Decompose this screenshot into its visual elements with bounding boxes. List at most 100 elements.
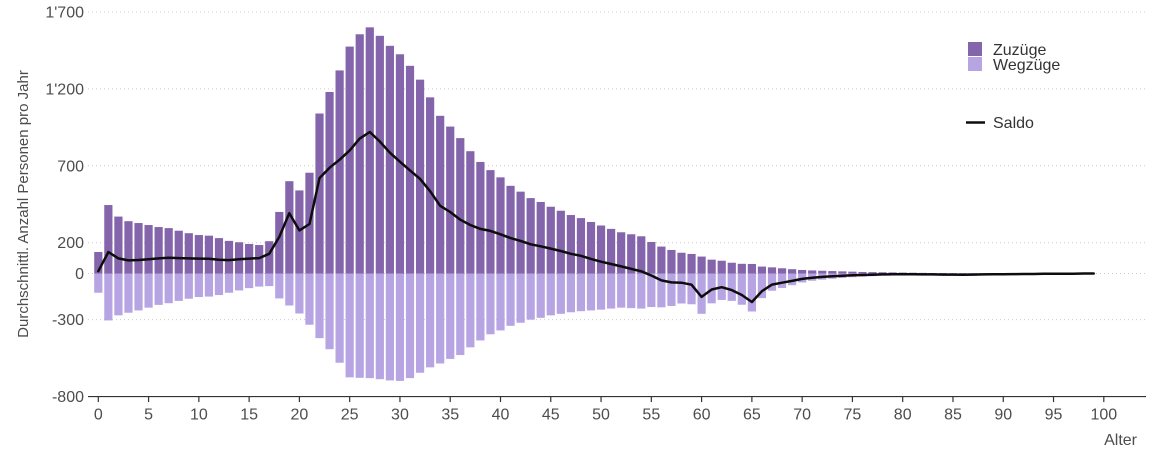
wegzuege-bar	[627, 273, 636, 309]
zuzuege-bar	[607, 228, 616, 274]
zuzuege-bar	[808, 270, 817, 274]
wegzuege-bar	[295, 273, 304, 314]
wegzuege-bar	[546, 273, 555, 316]
y-axis-title: Durchschnittl. Anzahl Personen pro Jahr	[15, 70, 32, 338]
legend-item-zuzuege: Zuzüge	[968, 42, 1046, 59]
zuzuege-bar	[858, 271, 867, 274]
zuzuege-bar	[627, 234, 636, 274]
wegzuege-bar	[496, 273, 505, 331]
wegzuege-bar	[265, 273, 274, 287]
zuzuege-bar	[637, 236, 646, 274]
wegzuege-bar	[446, 273, 455, 359]
legend-label-wegzuege: Wegzüge	[993, 57, 1060, 74]
legend-item-wegzuege: Wegzüge	[968, 57, 1060, 74]
zuzuege-bar	[154, 227, 163, 274]
wegzuege-bar	[486, 273, 495, 335]
x-tick-label: 55	[642, 407, 660, 424]
zuzuege-bar	[747, 263, 756, 274]
zuzuege-bar	[868, 272, 877, 274]
wegzuege-bar	[737, 273, 746, 305]
wegzuege-bar	[385, 273, 394, 381]
wegzuege-bar	[174, 273, 183, 301]
zuzuege-bar	[687, 253, 696, 274]
wegzuege-bar	[335, 273, 344, 363]
zuzuege-bar	[325, 91, 334, 274]
wegzuege-bar	[365, 273, 374, 379]
zuzuege-bar	[385, 45, 394, 274]
legend-label-saldo: Saldo	[993, 115, 1034, 132]
wegzuege-bar	[637, 273, 646, 309]
wegzuege-bar	[426, 273, 435, 368]
zuzuege-bar	[265, 241, 274, 274]
zuzuege-bar	[506, 185, 515, 274]
zuzuege-bar	[707, 259, 716, 274]
wegzuege-swatch-icon	[968, 57, 982, 71]
wegzuege-bar	[104, 273, 113, 321]
zuzuege-bars	[94, 27, 1028, 274]
zuzuege-bar	[124, 221, 133, 274]
wegzuege-bar	[777, 273, 787, 288]
zuzuege-bar	[375, 35, 384, 274]
x-tick-label: 60	[693, 407, 711, 424]
wegzuege-bar	[94, 273, 103, 293]
y-tick-label: 0	[75, 266, 84, 283]
wegzuege-bar	[697, 273, 706, 314]
zuzuege-bar	[446, 126, 455, 274]
zuzuege-bar	[436, 115, 445, 274]
wegzuege-bar	[184, 273, 193, 299]
x-tick-label: 75	[844, 407, 862, 424]
wegzuege-bar	[516, 273, 525, 323]
x-tick-label: 30	[391, 407, 409, 424]
wegzuege-bar	[214, 273, 224, 296]
wegzuege-bar	[787, 273, 797, 286]
wegzuege-bar	[144, 273, 153, 308]
zuzuege-bar	[717, 260, 726, 274]
wegzuege-bar	[566, 273, 575, 313]
x-tick-label: 0	[94, 407, 103, 424]
zuzuege-bar	[365, 27, 374, 274]
wegzuege-bar	[647, 273, 656, 308]
legend-label-zuzuege: Zuzüge	[993, 42, 1046, 59]
wegzuege-bar	[194, 273, 203, 298]
zuzuege-bar	[466, 151, 475, 274]
wegzuege-bar	[285, 273, 294, 306]
zuzuege-bar	[144, 225, 153, 274]
wegzuege-bar	[245, 273, 254, 289]
zuzuege-bar	[486, 170, 495, 274]
wegzuege-bar	[415, 273, 425, 373]
wegzuege-bar	[395, 273, 405, 381]
zuzuege-bar	[596, 225, 606, 274]
zuzuege-bar	[838, 271, 847, 274]
zuzuege-bar	[777, 268, 787, 274]
zuzuege-bar	[516, 191, 525, 274]
zuzuege-bar	[818, 270, 827, 274]
gridlines	[88, 11, 1146, 398]
zuzuege-bar	[345, 46, 354, 274]
wegzuege-bar	[727, 273, 736, 301]
wegzuege-bar	[436, 273, 445, 364]
x-tick-label: 10	[190, 407, 208, 424]
wegzuege-bar	[345, 273, 354, 378]
legend: Zuzüge Wegzüge Saldo	[966, 42, 1060, 132]
x-tick-label: 90	[994, 407, 1012, 424]
wegzuege-bar	[275, 273, 284, 299]
wegzuege-bar	[164, 273, 173, 304]
wegzuege-bar	[204, 273, 214, 297]
x-tick-label: 50	[592, 407, 610, 424]
zuzuege-bar	[315, 113, 324, 274]
wegzuege-bar	[255, 273, 264, 287]
zuzuege-bar	[697, 256, 706, 274]
x-tick-label: 35	[441, 407, 459, 424]
zuzuege-bar	[456, 138, 465, 274]
wegzuege-bar	[657, 273, 666, 308]
legend-item-saldo: Saldo	[966, 115, 1034, 132]
zuzuege-bar	[798, 269, 807, 274]
zuzuege-bar	[848, 271, 857, 274]
zuzuege-bar	[878, 272, 887, 274]
zuzuege-bar	[496, 177, 505, 274]
wegzuege-bar	[556, 273, 565, 314]
wegzuege-bar	[325, 273, 334, 350]
zuzuege-bar	[355, 34, 364, 274]
zuzuege-bar	[395, 54, 405, 274]
